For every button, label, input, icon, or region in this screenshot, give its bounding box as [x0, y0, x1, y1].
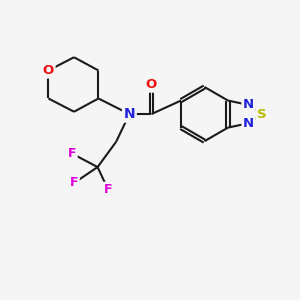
Text: O: O — [146, 78, 157, 91]
Text: F: F — [68, 147, 76, 160]
Text: F: F — [104, 183, 112, 196]
Text: N: N — [124, 107, 135, 121]
Text: S: S — [257, 108, 267, 121]
Text: F: F — [70, 176, 78, 190]
Text: N: N — [243, 98, 254, 111]
Text: N: N — [243, 117, 254, 130]
Text: O: O — [43, 64, 54, 77]
